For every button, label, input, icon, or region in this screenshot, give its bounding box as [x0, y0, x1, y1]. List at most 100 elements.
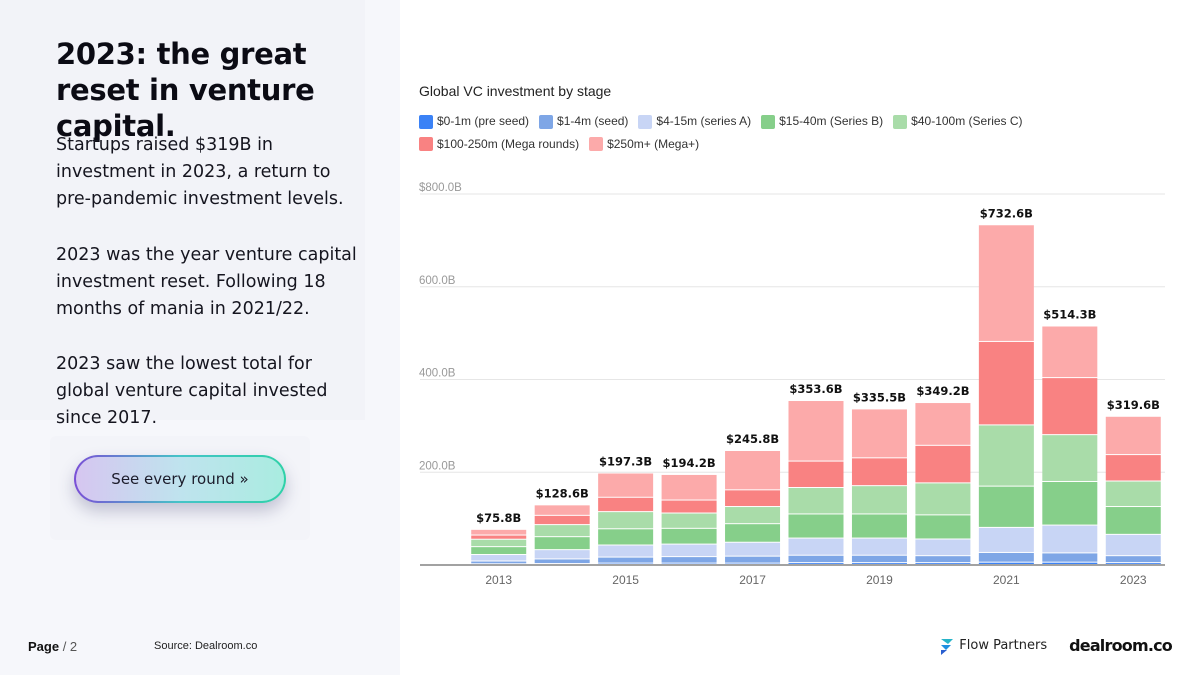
- x-tick-label: 2021: [993, 573, 1020, 587]
- bar-segment: [788, 488, 844, 514]
- legend-swatch: [638, 114, 653, 129]
- bar-segment: [725, 542, 781, 556]
- bar-segment: [915, 563, 971, 564]
- y-tick-label: 600.0B: [419, 275, 456, 287]
- paragraph-1: Startups raised $319B in investment in 2…: [56, 135, 344, 209]
- bar-segment: [978, 562, 1034, 564]
- page-total: / 2: [62, 639, 78, 654]
- legend-label: $4-15m (series A): [656, 114, 752, 128]
- bar-segment: [1105, 556, 1161, 563]
- bar-segment: [661, 513, 717, 528]
- bar-segment: [978, 527, 1034, 552]
- bar-segment: [788, 563, 844, 564]
- source-note: Source: Dealroom.co: [154, 640, 258, 652]
- bar-total-label: $349.2B: [916, 384, 969, 398]
- page-title: 2023: the great reset in venture capital…: [56, 37, 315, 143]
- bar-segment: [915, 556, 971, 563]
- bar-segment: [661, 557, 717, 563]
- legend-item[interactable]: $250m+ (Mega+): [589, 135, 699, 154]
- bar-segment: [534, 515, 590, 525]
- bar-segment: [725, 490, 781, 507]
- bar-segment: [788, 514, 844, 538]
- bar-segment: [851, 563, 907, 564]
- flow-partners-icon: [941, 638, 954, 655]
- bar-segment: [598, 545, 654, 557]
- legend-item[interactable]: $1-4m (seed): [539, 112, 628, 131]
- bar-segment: [598, 557, 654, 563]
- bar-segment: [1105, 507, 1161, 534]
- bar-segment: [661, 474, 717, 500]
- x-tick-label: 2023: [1120, 573, 1147, 587]
- see-every-round-button[interactable]: See every round »: [74, 455, 286, 503]
- bar-segment: [851, 409, 907, 458]
- bar-segment: [471, 555, 527, 561]
- legend-label: $250m+ (Mega+): [607, 136, 700, 151]
- bar-total-label: $75.8B: [476, 511, 521, 525]
- bar-segment: [1042, 553, 1098, 562]
- x-tick-label: 2013: [485, 573, 512, 587]
- bar-segment: [534, 550, 590, 559]
- legend-swatch: [589, 137, 604, 151]
- bar-segment: [978, 486, 1034, 527]
- bar-segment: [915, 539, 971, 556]
- bar-segment: [915, 403, 971, 445]
- bar-segment: [1042, 435, 1098, 481]
- bar-segment: [1105, 563, 1161, 564]
- bar-segment: [978, 552, 1034, 562]
- bar-segment: [471, 535, 527, 539]
- y-tick-label: 400.0B: [419, 368, 456, 380]
- page-number: Page / 2: [28, 639, 77, 654]
- bar-total-label: $319.6B: [1107, 398, 1160, 412]
- legend-item[interactable]: $15-40m (Series B): [761, 112, 883, 131]
- bar-total-label: $197.3B: [599, 455, 652, 469]
- bar-segment: [598, 497, 654, 512]
- bar-segment: [725, 507, 781, 524]
- bar-segment: [851, 458, 907, 486]
- bar-segment: [471, 539, 527, 547]
- bar-segment: [1105, 481, 1161, 507]
- vc-investment-chart: 200.0B 400.0B 600.0B $800.0B $75.8B 2013 $128.…: [419, 182, 1165, 587]
- bar-segment: [978, 341, 1034, 425]
- legend-item[interactable]: $0-1m (pre seed): [419, 112, 529, 131]
- bar-segment: [851, 555, 907, 563]
- legend-swatch: [419, 114, 433, 129]
- bar-total-label: $732.6B: [980, 206, 1033, 220]
- bar-segment: [471, 529, 527, 535]
- bar-segment: [915, 445, 971, 483]
- legend-swatch: [893, 114, 908, 129]
- x-tick-label: 2019: [866, 573, 893, 587]
- paragraph-2: 2023 was the year venture capital invest…: [56, 245, 357, 319]
- bar-segment: [534, 505, 590, 515]
- legend-label: $15-40m (Series B): [779, 114, 884, 128]
- y-tick-label: $800.0B: [419, 182, 462, 194]
- bar-segment: [1042, 481, 1098, 525]
- bar-segment: [1042, 326, 1098, 378]
- chart-title: Global VC investment by stage: [419, 83, 612, 99]
- bar-segment: [725, 451, 781, 490]
- legend-label: $40-100m (Series C): [911, 114, 1023, 128]
- bar-segment: [1042, 378, 1098, 435]
- bar-total-label: $128.6B: [536, 486, 589, 500]
- legend-label: $1-4m (seed): [557, 114, 629, 128]
- bar-segment: [788, 555, 844, 563]
- x-tick-label: 2017: [739, 573, 766, 587]
- bar-segment: [598, 512, 654, 529]
- bar-segment: [1105, 455, 1161, 481]
- y-tick-label: 200.0B: [419, 460, 456, 472]
- bar-segment: [788, 461, 844, 488]
- bar-segment: [978, 225, 1034, 341]
- legend-item[interactable]: $40-100m (Series C): [893, 112, 1023, 131]
- bar-segment: [788, 401, 844, 461]
- bar-total-label: $245.8B: [726, 432, 779, 446]
- bar-segment: [1105, 534, 1161, 556]
- bar-segment: [788, 538, 844, 555]
- legend-item[interactable]: $100-250m (Mega rounds): [419, 135, 579, 154]
- bar-segment: [725, 524, 781, 542]
- bar-segment: [725, 556, 781, 563]
- bar-total-label: $514.3B: [1043, 307, 1096, 321]
- x-tick-label: 2015: [612, 573, 639, 587]
- legend-item[interactable]: $4-15m (series A): [638, 112, 751, 131]
- bar-segment: [534, 559, 590, 564]
- footer-logos: Flow Partners dealroom.co: [939, 636, 1173, 655]
- bar-segment: [661, 528, 717, 544]
